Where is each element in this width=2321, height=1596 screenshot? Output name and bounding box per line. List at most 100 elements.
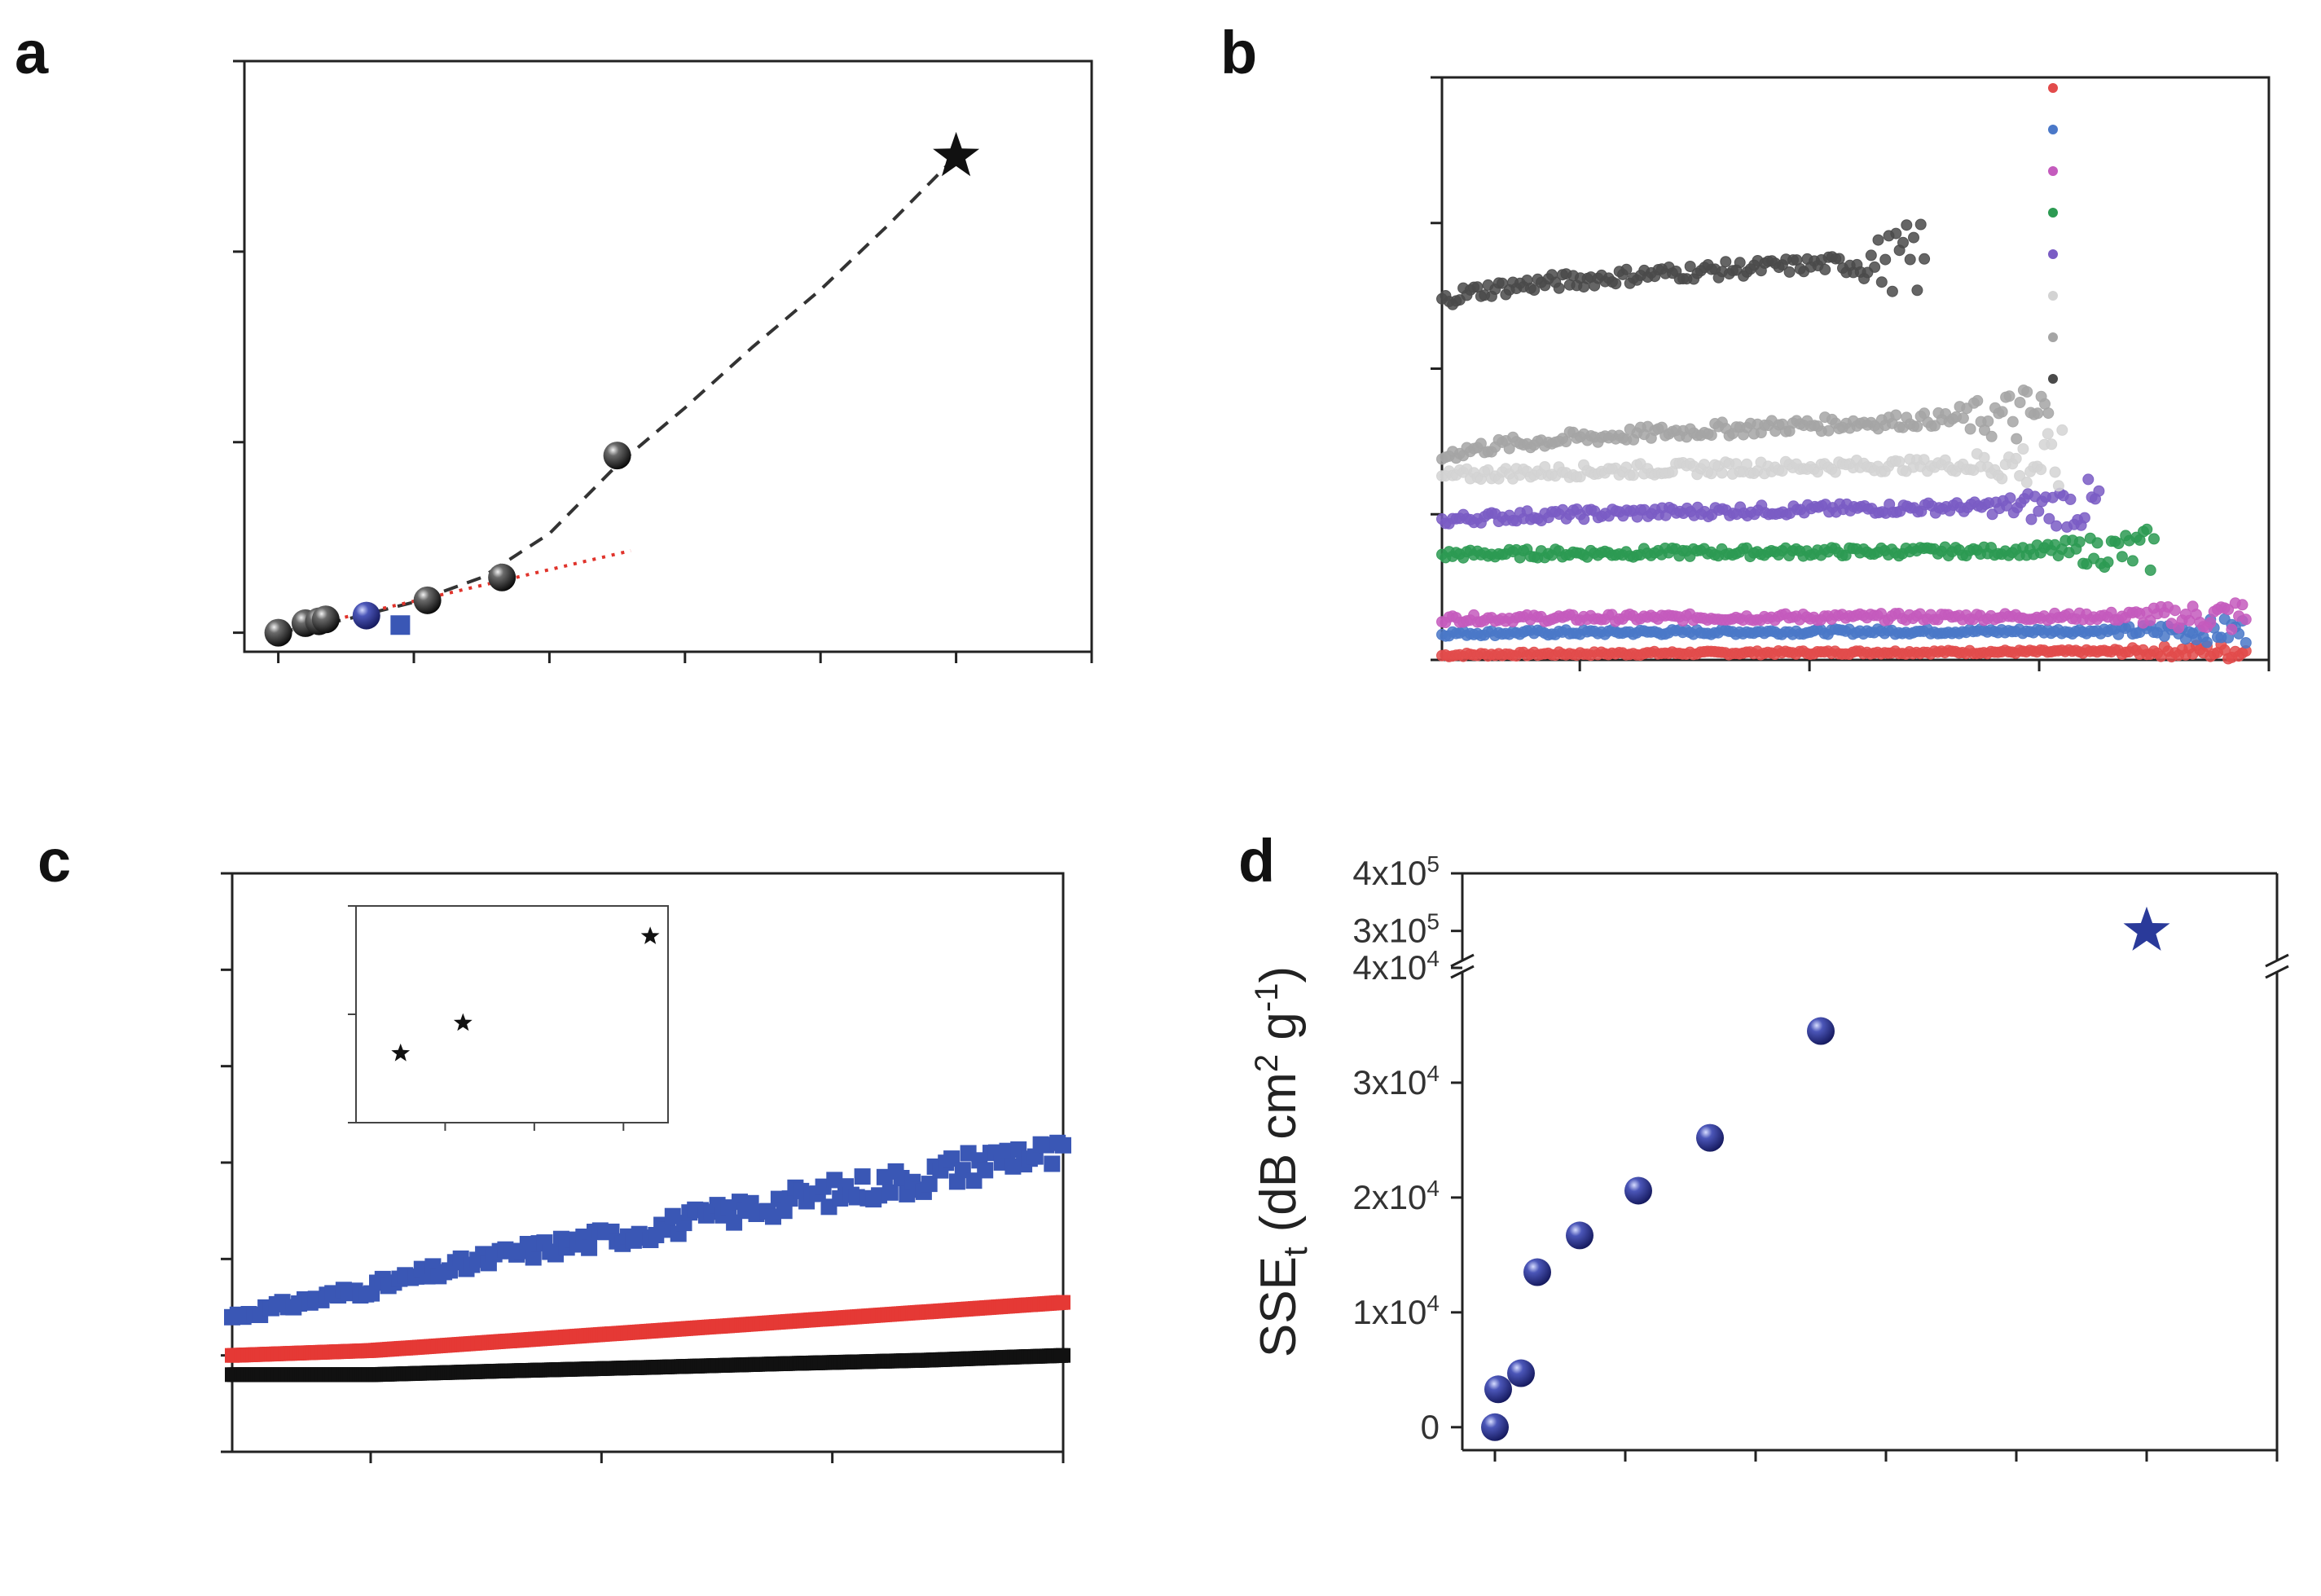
- panel-d-axis-break-mark: [2265, 953, 2289, 968]
- panel-c-inset-point: [640, 926, 660, 944]
- panel-b-series-7: [1436, 218, 1931, 310]
- panel-d-y-tick-base: 4x10: [1352, 948, 1426, 987]
- panel-d-point: [1481, 1413, 1509, 1441]
- panel-a-point: [264, 618, 292, 647]
- panel-b-point: [2144, 564, 2156, 576]
- panel-b-point: [1919, 253, 1931, 265]
- panel-b-point: [1908, 231, 1919, 244]
- panel-b-point: [2169, 605, 2181, 617]
- panel-b-legend-marker: [2048, 291, 2058, 301]
- panel-d-y-axis-title-part: -1: [1249, 983, 1285, 1013]
- panel-c-inset-point: [391, 1043, 411, 1062]
- panel-b-point: [2240, 637, 2252, 649]
- panel-b-point: [1560, 436, 1572, 447]
- panel-c-inset-frame: [355, 905, 669, 1123]
- panel-b-point: [2051, 520, 2063, 532]
- panel-d-y-axis-title-part: 2: [1249, 1054, 1285, 1072]
- panel-b-point: [2112, 538, 2125, 549]
- panel-d-y-tick-label: 2x104: [1352, 1176, 1440, 1216]
- panel-b-point: [2011, 433, 2023, 445]
- panel-b-point: [2102, 556, 2114, 568]
- panel-d-y-tick-exp: 5: [1426, 909, 1440, 934]
- panel-b-point: [2056, 424, 2068, 436]
- panel-b-point: [1829, 466, 1841, 478]
- panel-b-point: [2035, 464, 2047, 476]
- panel-b-point: [2226, 623, 2238, 635]
- panel-b-point: [2033, 505, 2045, 517]
- panel-c-chart: [221, 872, 1071, 1463]
- panel-c-point: [881, 1184, 899, 1201]
- panel-b-point: [1833, 253, 1845, 265]
- panel-b-point: [2042, 428, 2054, 440]
- panel-d-y-tick-base: 4x10: [1352, 854, 1426, 892]
- panel-b-series-4: [1436, 473, 2105, 533]
- panel-b-point: [1890, 409, 1902, 421]
- panel-b-legend-marker: [2048, 125, 2058, 134]
- panel-b-point: [1996, 406, 2008, 418]
- panel-d-point-star: [2123, 906, 2170, 951]
- panel-d-y-tick-exp: 5: [1426, 851, 1440, 877]
- panel-b-point: [1865, 249, 1877, 262]
- panel-b-point: [2014, 397, 2026, 408]
- panel-b-point: [2144, 614, 2156, 627]
- panel-c-inset: [348, 905, 669, 1131]
- panel-d-y-axis-title-part: ): [1251, 966, 1307, 983]
- panel-b-point: [2158, 630, 2170, 642]
- panel-b-series-6: [1436, 385, 2055, 465]
- panel-b-point: [1734, 257, 1746, 269]
- panel-b-point: [1875, 276, 1888, 288]
- panel-b-point: [2003, 390, 2015, 402]
- panel-d-point: [1566, 1221, 1593, 1250]
- panel-b-letter: b: [1220, 19, 1257, 86]
- panel-b-point: [1890, 227, 1902, 240]
- panel-b-point: [1897, 236, 1909, 248]
- panel-d-point: [1507, 1359, 1535, 1387]
- panel-c-series-0: [224, 1134, 1071, 1326]
- panel-d-y-tick-base: 2x10: [1352, 1178, 1426, 1216]
- panel-d-y-tick-exp: 4: [1426, 1176, 1440, 1201]
- panel-b-legend-marker: [2048, 249, 2058, 259]
- panel-b-point: [2020, 477, 2033, 488]
- panel-a-fit-nonlinear: [278, 155, 958, 635]
- panel-c-point: [581, 1239, 598, 1256]
- panel-b-point: [2004, 492, 2016, 504]
- panel-b-point: [2141, 523, 2153, 535]
- panel-b-legend-marker: [2048, 166, 2058, 176]
- panel-d-y-tick-label: 3x104: [1352, 1061, 1440, 1101]
- panel-b-legend-marker: [2048, 83, 2058, 93]
- panel-b-point: [1886, 285, 1898, 297]
- panel-d-y-tick-base: 1x10: [1352, 1293, 1426, 1331]
- panel-b-point: [1716, 467, 1728, 479]
- panel-b-point: [1872, 234, 1884, 246]
- panel-b-point: [1964, 423, 1976, 435]
- panel-b-point: [1879, 253, 1892, 266]
- panel-b-point: [1610, 278, 1622, 290]
- panel-a-point: [352, 601, 380, 630]
- panel-b-point: [2025, 513, 2037, 525]
- panel-b-point: [2043, 512, 2055, 525]
- panel-d-y-tick-label: 3x105: [1352, 909, 1440, 950]
- panel-c-point: [776, 1202, 793, 1220]
- panel-b-point: [1904, 253, 1916, 266]
- panel-c-point: [854, 1168, 871, 1185]
- panel-b-point: [1957, 412, 1969, 424]
- panel-d-point: [1484, 1375, 1512, 1404]
- panel-d-y-tick-base: 3x10: [1352, 1063, 1426, 1101]
- panel-b-point: [2014, 470, 2026, 481]
- panel-a-point-square: [390, 615, 411, 635]
- panel-a-letter: a: [15, 19, 49, 86]
- panel-b-point: [1819, 263, 1831, 275]
- panel-b-legend-marker: [2048, 374, 2058, 384]
- panel-d-y-tick-label: 4x105: [1352, 851, 1440, 892]
- panel-b-series-3: [1436, 523, 2160, 576]
- panel-b-legend-marker: [2048, 208, 2058, 218]
- panel-b-point: [2032, 407, 2044, 420]
- panel-c-point: [525, 1249, 542, 1266]
- panel-c-point: [977, 1162, 994, 1179]
- panel-d-y-tick-exp: 4: [1426, 1290, 1440, 1316]
- panel-b-point: [2052, 480, 2064, 492]
- panel-a-point: [488, 563, 517, 591]
- panel-b-point: [1901, 219, 1913, 231]
